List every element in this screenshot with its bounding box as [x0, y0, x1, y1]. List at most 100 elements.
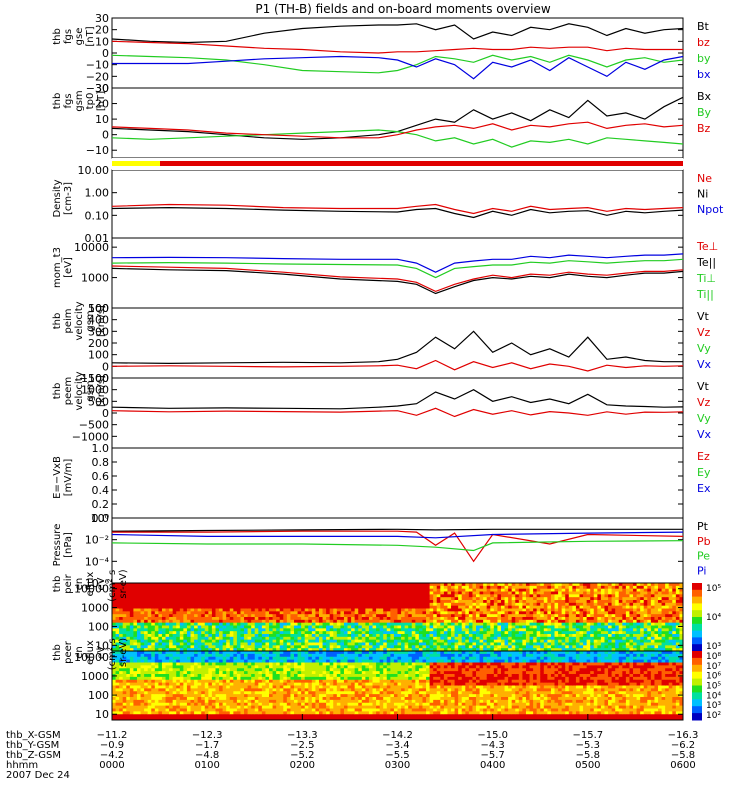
heatmap-cell — [122, 676, 127, 681]
heatmap-cell — [201, 676, 206, 681]
heatmap-cell — [211, 636, 216, 641]
heatmap-cell — [169, 688, 174, 692]
heatmap-cell — [244, 631, 249, 635]
heatmap-cell — [600, 588, 605, 592]
heatmap-cell — [326, 631, 331, 635]
heatmap-cell — [454, 622, 459, 626]
heatmap-cell — [640, 648, 645, 652]
heatmap-cell — [315, 600, 320, 604]
heatmap-cell — [115, 614, 120, 618]
heatmap-cell — [190, 634, 195, 638]
heatmap-cell — [468, 602, 473, 607]
heatmap-cell — [675, 608, 680, 612]
heatmap-cell — [554, 625, 559, 629]
heatmap-cell — [515, 597, 520, 601]
heatmap-cell — [451, 585, 456, 590]
heatmap-cell — [136, 679, 142, 684]
heatmap-cell — [315, 631, 320, 635]
heatmap-cell — [622, 634, 627, 638]
heatmap-cell — [336, 591, 341, 595]
heatmap-cell — [615, 617, 620, 621]
heatmap-cell — [654, 631, 659, 635]
heatmap-cell — [340, 594, 345, 598]
heatmap-cell — [518, 583, 523, 587]
heatmap-cell — [533, 622, 538, 626]
heatmap-cell — [165, 682, 170, 686]
heatmap-cell — [161, 645, 167, 649]
heatmap-cell — [286, 636, 291, 641]
colorbar-segment — [692, 623, 702, 627]
heatmap-cell — [179, 699, 184, 704]
heatmap-cell — [468, 600, 473, 604]
heatmap-cell — [636, 614, 641, 618]
heatmap-cell — [643, 648, 648, 652]
heatmap-cell — [615, 614, 620, 618]
heatmap-cell — [219, 622, 224, 626]
heatmap-cell — [483, 594, 488, 598]
heatmap-cell — [383, 583, 388, 587]
heatmap-cell — [518, 625, 523, 629]
heatmap-cell — [129, 674, 134, 678]
heatmap-cell — [636, 597, 641, 601]
heatmap-cell — [454, 605, 459, 609]
heatmap-cell — [226, 662, 231, 666]
heatmap-cell — [276, 645, 281, 649]
heatmap-cell — [183, 614, 188, 618]
heatmap-cell — [272, 594, 277, 598]
heatmap-cell — [186, 653, 192, 658]
heatmap-cell — [183, 625, 188, 629]
heatmap-cell — [176, 702, 181, 707]
heatmap-cell — [122, 691, 127, 695]
legend-entry: Npot — [697, 203, 724, 216]
heatmap-cell — [333, 639, 338, 643]
heatmap-cell — [508, 634, 513, 638]
heatmap-cell — [315, 591, 320, 595]
heatmap-cell — [597, 602, 602, 607]
heatmap-cell — [194, 622, 199, 626]
heatmap-cell — [629, 642, 634, 646]
heatmap-cell — [222, 679, 227, 684]
heatmap-cell — [440, 594, 445, 598]
heatmap-cell — [236, 588, 241, 592]
heatmap-cell — [140, 676, 145, 681]
heatmap-cell — [583, 636, 588, 641]
heatmap-cell — [244, 591, 249, 595]
heatmap-cell — [158, 671, 163, 675]
heatmap-cell — [254, 628, 259, 632]
heatmap-cell — [301, 594, 306, 598]
heatmap-cell — [558, 642, 563, 646]
heatmap-cell — [126, 588, 131, 592]
heatmap-cell — [550, 602, 556, 607]
heatmap-cell — [347, 617, 352, 621]
heatmap-cell — [497, 605, 502, 609]
heatmap-cell — [269, 642, 274, 646]
heatmap-cell — [650, 591, 655, 595]
heatmap-cell — [483, 597, 488, 601]
heatmap-cell — [308, 600, 313, 604]
heatmap-cell — [479, 642, 484, 646]
heatmap-cell — [158, 645, 163, 649]
heatmap-cell — [215, 636, 220, 641]
heatmap-cell — [172, 617, 177, 621]
y-axis-label-line: [mV/m] — [63, 459, 74, 497]
heatmap-cell — [172, 697, 177, 701]
heatmap-cell — [622, 602, 627, 607]
heatmap-cell — [429, 639, 434, 643]
heatmap-cell — [640, 614, 645, 618]
heatmap-cell — [154, 614, 159, 618]
heatmap-cell — [615, 605, 620, 609]
heatmap-cell — [647, 585, 652, 590]
heatmap-cell — [458, 642, 463, 646]
heatmap-cell — [429, 634, 434, 638]
heatmap-cell — [472, 636, 477, 641]
heatmap-cell — [151, 614, 156, 618]
heatmap-cell — [333, 617, 338, 621]
heatmap-cell — [668, 583, 673, 587]
heatmap-cell — [176, 679, 181, 684]
heatmap-cell — [215, 651, 220, 655]
heatmap-cell — [133, 694, 138, 698]
heatmap-cell — [408, 622, 413, 626]
heatmap-cell — [190, 588, 195, 592]
heatmap-cell — [650, 605, 655, 609]
heatmap-cell — [115, 622, 120, 626]
